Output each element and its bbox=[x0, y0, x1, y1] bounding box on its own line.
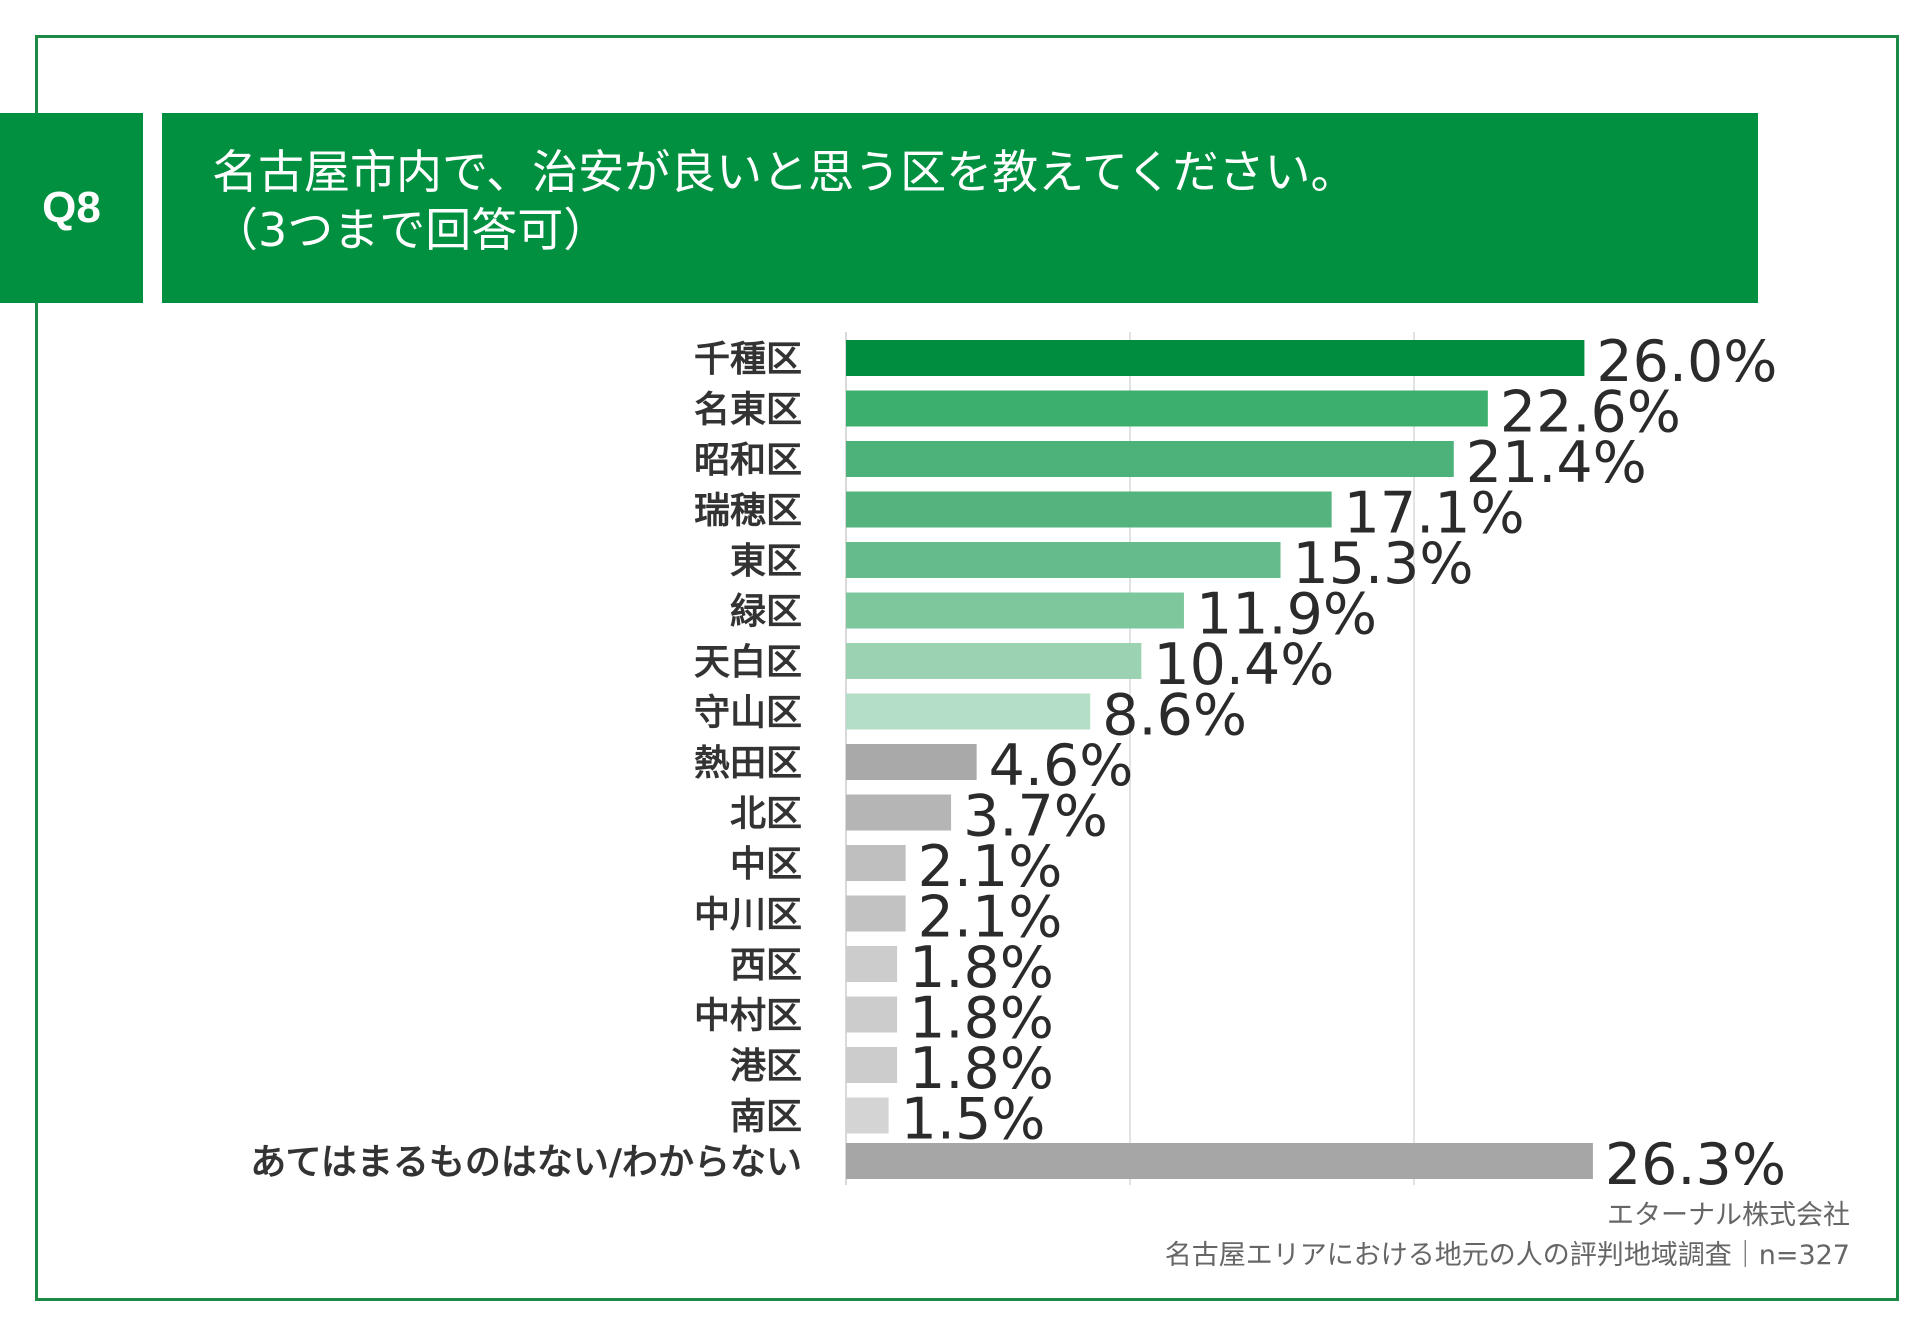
category-label-11: 中川区 bbox=[694, 895, 802, 936]
value-label-10: 2.1% bbox=[918, 834, 1063, 900]
bar-13 bbox=[846, 996, 898, 1033]
bar-6 bbox=[846, 643, 1142, 679]
value-label-15: 1.5% bbox=[901, 1087, 1046, 1153]
bar-11 bbox=[846, 895, 906, 932]
category-label-6: 天白区 bbox=[694, 642, 802, 683]
category-label-0: 千種区 bbox=[694, 339, 802, 380]
category-label-15: 南区 bbox=[730, 1097, 802, 1138]
bar-5 bbox=[846, 592, 1184, 629]
source-survey: 名古屋エリアにおける地元の人の評判地域調査｜n=327 bbox=[1164, 1240, 1850, 1271]
value-label-4: 15.3% bbox=[1293, 531, 1474, 597]
bar-15 bbox=[846, 1097, 889, 1134]
bar-12 bbox=[846, 946, 898, 982]
value-label-14: 1.8% bbox=[909, 1036, 1054, 1102]
category-label-4: 東区 bbox=[730, 541, 802, 582]
value-labels: 26.0%22.6%21.4%17.1%15.3%11.9%10.4%8.6%4… bbox=[901, 329, 1786, 1198]
category-label-12: 西区 bbox=[730, 945, 802, 986]
bar-1 bbox=[846, 390, 1488, 427]
bar-3 bbox=[846, 491, 1332, 528]
category-label-10: 中区 bbox=[730, 844, 802, 885]
value-label-0: 26.0% bbox=[1596, 329, 1777, 395]
category-label-16: あてはまるものはない/わからない bbox=[250, 1142, 802, 1183]
value-label-12: 1.8% bbox=[909, 935, 1054, 1001]
category-label-5: 緑区 bbox=[730, 592, 802, 633]
value-label-13: 1.8% bbox=[909, 986, 1054, 1052]
bar-4 bbox=[846, 542, 1281, 578]
value-label-2: 21.4% bbox=[1466, 430, 1647, 496]
category-label-9: 北区 bbox=[730, 794, 802, 835]
source-company: エターナル株式会社 bbox=[1607, 1200, 1850, 1231]
category-label-14: 港区 bbox=[730, 1046, 802, 1087]
value-label-7: 8.6% bbox=[1102, 683, 1247, 749]
bar-16 bbox=[846, 1143, 1593, 1179]
chart-frame bbox=[35, 35, 1899, 1301]
category-label-13: 中村区 bbox=[694, 996, 802, 1037]
bar-0 bbox=[846, 340, 1585, 376]
bar-9 bbox=[846, 794, 952, 831]
value-label-11: 2.1% bbox=[918, 885, 1063, 951]
bar-7 bbox=[846, 693, 1091, 730]
category-label-8: 熱田区 bbox=[694, 743, 802, 784]
bar-14 bbox=[846, 1047, 898, 1083]
value-label-1: 22.6% bbox=[1500, 380, 1681, 446]
bar-8 bbox=[846, 744, 977, 780]
category-label-7: 守山区 bbox=[694, 693, 802, 734]
category-label-3: 瑞穂区 bbox=[694, 491, 802, 532]
question-number: Q8 bbox=[42, 183, 101, 232]
category-labels: 千種区名東区昭和区瑞穂区東区緑区天白区守山区熱田区北区中区中川区西区中村区港区南… bbox=[250, 339, 802, 1183]
value-label-5: 11.9% bbox=[1196, 582, 1377, 648]
question-title-line1: 名古屋市内で、治安が良いと思う区を教えてください。 bbox=[212, 145, 1357, 199]
value-label-16: 26.3% bbox=[1605, 1132, 1786, 1198]
bar-2 bbox=[846, 441, 1454, 477]
category-label-2: 昭和区 bbox=[694, 440, 802, 481]
value-label-9: 3.7% bbox=[963, 784, 1108, 850]
question-title-box: 名古屋市内で、治安が良いと思う区を教えてください。 （3つまで回答可） bbox=[162, 113, 1758, 303]
value-label-6: 10.4% bbox=[1153, 632, 1334, 698]
value-label-8: 4.6% bbox=[989, 733, 1134, 799]
category-label-1: 名東区 bbox=[694, 390, 802, 431]
question-number-box: Q8 bbox=[0, 113, 143, 303]
question-title-line2: （3つまで回答可） bbox=[212, 203, 610, 257]
value-label-3: 17.1% bbox=[1344, 481, 1525, 547]
bars bbox=[846, 340, 1593, 1179]
bar-10 bbox=[846, 845, 906, 881]
